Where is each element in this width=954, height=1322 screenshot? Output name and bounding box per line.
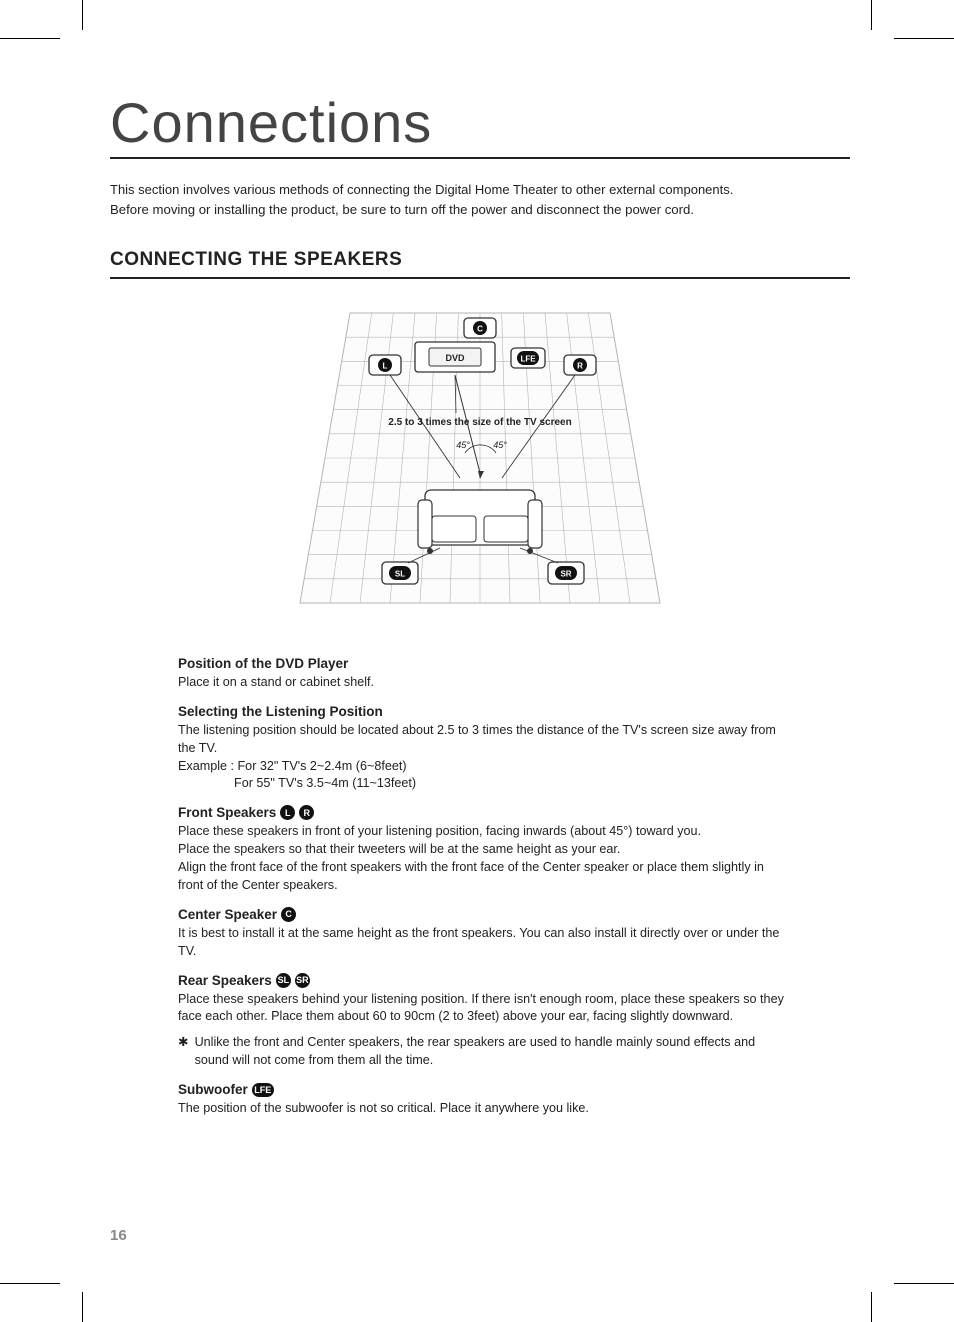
badge-l-icon: L bbox=[280, 805, 295, 820]
star-icon: ✱ bbox=[178, 1034, 189, 1070]
svg-text:45°: 45° bbox=[493, 440, 507, 450]
svg-text:2.5 to 3 times the size of the: 2.5 to 3 times the size of the TV screen bbox=[388, 417, 571, 428]
svg-text:R: R bbox=[577, 361, 583, 370]
heading-front: Front Speakers L R bbox=[178, 805, 790, 820]
page-number: 16 bbox=[110, 1227, 127, 1244]
svg-text:LFE: LFE bbox=[520, 354, 536, 363]
heading-dvd: Position of the DVD Player bbox=[178, 656, 790, 671]
speaker-layout-diagram: DVD C L R LFE SL SR 2.5 to 3 times the size of … bbox=[110, 303, 850, 628]
text: The position of the subwoofer is not so … bbox=[178, 1100, 790, 1118]
crop-mark bbox=[894, 38, 954, 39]
text: Place it on a stand or cabinet shelf. bbox=[178, 674, 790, 692]
crop-mark bbox=[82, 1292, 83, 1322]
block-rear-speakers: Rear Speakers SL SR Place these speakers… bbox=[178, 973, 790, 1071]
crop-mark bbox=[894, 1283, 954, 1284]
text: It is best to install it at the same hei… bbox=[178, 925, 790, 961]
crop-mark bbox=[871, 0, 872, 30]
intro-line-2: Before moving or installing the product,… bbox=[110, 200, 850, 219]
svg-text:DVD: DVD bbox=[445, 353, 465, 363]
block-subwoofer: Subwoofer LFE The position of the subwoo… bbox=[178, 1082, 790, 1118]
text: Place these speakers behind your listeni… bbox=[178, 991, 790, 1027]
crop-mark bbox=[82, 0, 83, 30]
svg-text:SL: SL bbox=[395, 569, 405, 578]
text: The listening position should be located… bbox=[178, 722, 790, 758]
crop-mark bbox=[871, 1292, 872, 1322]
svg-text:C: C bbox=[477, 324, 483, 333]
text: Unlike the front and Center speakers, th… bbox=[195, 1034, 790, 1070]
block-dvd: Position of the DVD Player Place it on a… bbox=[178, 656, 790, 692]
text: Place these speakers in front of your li… bbox=[178, 823, 790, 841]
badge-r-icon: R bbox=[299, 805, 314, 820]
text: For 55" TV's 3.5~4m (11~13feet) bbox=[178, 775, 790, 793]
section-heading: CONNECTING THE SPEAKERS bbox=[110, 249, 850, 279]
badge-lfe-icon: LFE bbox=[252, 1083, 274, 1097]
diagram-svg: DVD C L R LFE SL SR 2.5 to 3 times the size of … bbox=[290, 303, 670, 623]
badge-sl-icon: SL bbox=[276, 973, 291, 988]
block-listening: Selecting the Listening Position The lis… bbox=[178, 704, 790, 794]
heading-center: Center Speaker C bbox=[178, 907, 790, 922]
svg-text:45°: 45° bbox=[456, 440, 470, 450]
heading-listening: Selecting the Listening Position bbox=[178, 704, 790, 719]
text: Example : For 32" TV's 2~2.4m (6~8feet) bbox=[178, 758, 790, 776]
heading-rear: Rear Speakers SL SR bbox=[178, 973, 790, 988]
badge-sr-icon: SR bbox=[295, 973, 310, 988]
block-center-speaker: Center Speaker C It is best to install i… bbox=[178, 907, 790, 961]
text: Place the speakers so that their tweeter… bbox=[178, 841, 790, 859]
crop-mark bbox=[0, 1283, 60, 1284]
page-content: Connections This section involves variou… bbox=[110, 90, 850, 1130]
heading-subwoofer: Subwoofer LFE bbox=[178, 1082, 790, 1097]
block-front-speakers: Front Speakers L R Place these speakers … bbox=[178, 805, 790, 895]
badge-c-icon: C bbox=[281, 907, 296, 922]
intro-text: This section involves various methods of… bbox=[110, 181, 850, 219]
body-content: Position of the DVD Player Place it on a… bbox=[110, 656, 790, 1118]
intro-line-1: This section involves various methods of… bbox=[110, 181, 850, 200]
crop-mark bbox=[0, 38, 60, 39]
text: Align the front face of the front speake… bbox=[178, 859, 790, 895]
page-title: Connections bbox=[110, 90, 850, 159]
rear-note: ✱ Unlike the front and Center speakers, … bbox=[178, 1034, 790, 1070]
svg-text:SR: SR bbox=[560, 569, 571, 578]
svg-text:L: L bbox=[383, 361, 388, 370]
